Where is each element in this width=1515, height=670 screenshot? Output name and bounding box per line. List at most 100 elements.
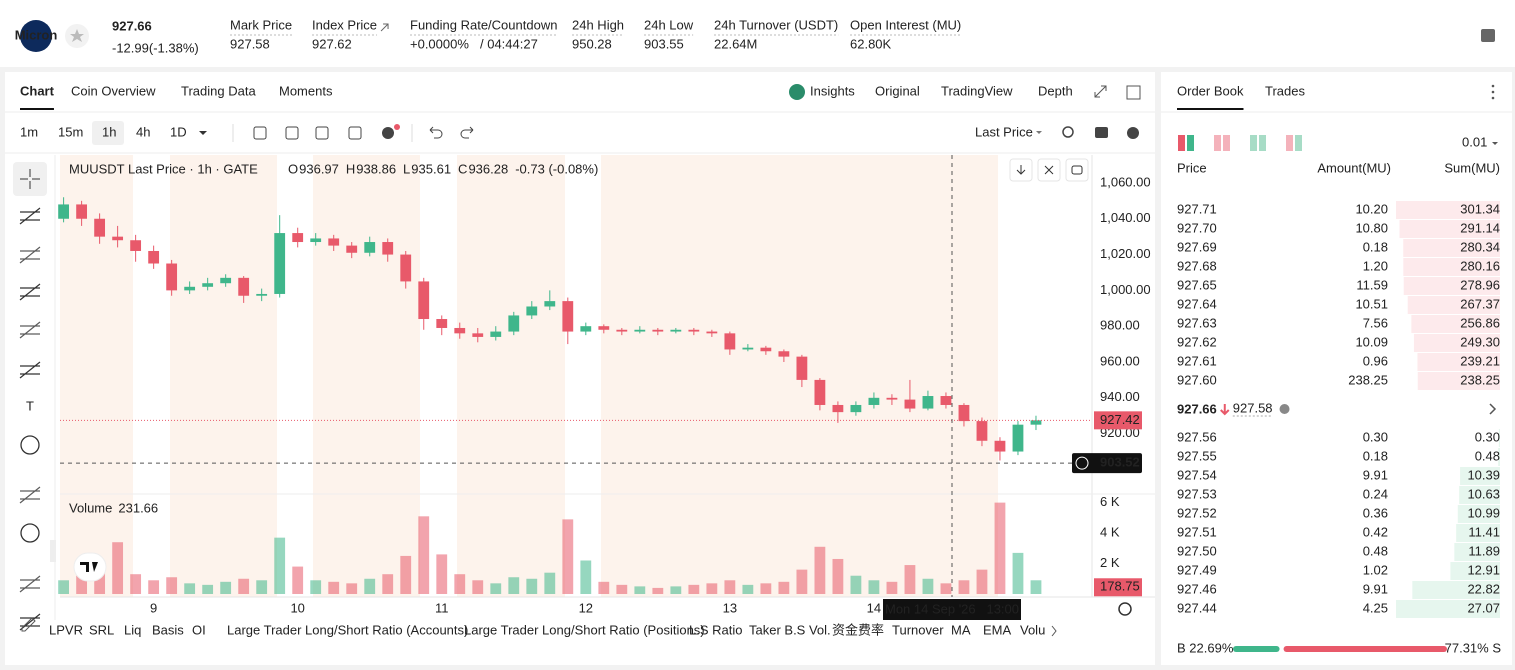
camera-icon[interactable] bbox=[1095, 127, 1108, 138]
candle-body bbox=[148, 250, 160, 264]
book-view-icon[interactable] bbox=[1178, 135, 1185, 151]
indicator-tab[interactable]: Large Trader Long/Short Ratio (Accounts) bbox=[227, 622, 468, 637]
book-price[interactable]: 927.52 bbox=[1177, 505, 1217, 520]
dropdown-arrow[interactable] bbox=[199, 131, 207, 135]
x-tick-label: 13 bbox=[723, 600, 737, 615]
volume-bar bbox=[940, 583, 952, 594]
price-type-select[interactable]: Last Price bbox=[975, 124, 1033, 139]
view-tab[interactable]: Insights bbox=[810, 83, 855, 98]
tool-icon[interactable] bbox=[19, 283, 41, 301]
view-tab[interactable]: TradingView bbox=[941, 83, 1013, 98]
chart-button[interactable] bbox=[1065, 158, 1089, 182]
book-price[interactable]: 927.56 bbox=[1177, 429, 1217, 444]
book-price[interactable]: 927.51 bbox=[1177, 524, 1217, 539]
book-price[interactable]: 927.55 bbox=[1177, 448, 1217, 463]
layout-icon[interactable] bbox=[1481, 29, 1495, 42]
indicator-tab[interactable]: Liq bbox=[124, 622, 141, 637]
interval-button[interactable]: 1m bbox=[20, 124, 38, 139]
book-price[interactable]: 927.62 bbox=[1177, 334, 1217, 349]
book-price[interactable]: 927.61 bbox=[1177, 353, 1217, 368]
book-view-icon[interactable] bbox=[1286, 135, 1293, 151]
interval-button[interactable]: 1h bbox=[102, 124, 116, 139]
book-price[interactable]: 927.50 bbox=[1177, 543, 1217, 558]
indicator-tab[interactable]: Large Trader Long/Short Ratio (Positions… bbox=[464, 622, 705, 637]
tool-icon[interactable] bbox=[19, 321, 41, 339]
chart-tab[interactable]: Moments bbox=[279, 83, 333, 98]
tool-icon[interactable] bbox=[19, 361, 41, 379]
pen-icon[interactable] bbox=[21, 617, 36, 632]
book-price[interactable]: 927.60 bbox=[1177, 372, 1217, 387]
indicator-tab[interactable]: L.S Ratio bbox=[689, 622, 742, 637]
book-price[interactable]: 927.53 bbox=[1177, 486, 1217, 501]
redo-icon[interactable] bbox=[460, 126, 474, 139]
candle-body bbox=[76, 204, 88, 219]
tool-icon[interactable] bbox=[19, 486, 41, 504]
toolbar-icon[interactable] bbox=[348, 126, 362, 140]
book-view-icon[interactable] bbox=[1250, 135, 1257, 151]
indicator-tab[interactable]: OI bbox=[192, 622, 206, 637]
fullscreen-icon[interactable] bbox=[1094, 85, 1107, 98]
book-price[interactable]: 927.68 bbox=[1177, 258, 1217, 273]
depth-bar bbox=[1407, 296, 1500, 314]
toolbar-icon[interactable] bbox=[315, 126, 329, 140]
book-view-icon[interactable] bbox=[1214, 135, 1221, 151]
chevron[interactable] bbox=[1489, 403, 1497, 415]
book-price[interactable]: 927.70 bbox=[1177, 220, 1217, 235]
indicator-tab[interactable]: EMA bbox=[983, 622, 1012, 637]
precision-select[interactable]: 0.01 bbox=[1462, 134, 1487, 149]
volume-bar bbox=[814, 546, 826, 594]
book-price[interactable]: 927.65 bbox=[1177, 277, 1217, 292]
indicator-tab[interactable]: Basis bbox=[152, 622, 184, 637]
time-settings[interactable] bbox=[1118, 602, 1132, 616]
scroll-right[interactable] bbox=[1051, 625, 1057, 637]
view-tab[interactable]: Depth bbox=[1038, 83, 1073, 98]
indicator-tab[interactable]: Volu bbox=[1020, 622, 1045, 637]
settings-icon[interactable] bbox=[1127, 127, 1139, 139]
indicator-add-icon[interactable] bbox=[382, 127, 394, 139]
tool-icon[interactable] bbox=[20, 435, 40, 455]
candle-body bbox=[994, 440, 1006, 452]
book-price[interactable]: 927.49 bbox=[1177, 562, 1217, 577]
book-sum: 249.30 bbox=[1460, 334, 1500, 349]
book-amount: 1.02 bbox=[1363, 562, 1388, 577]
tool-icon[interactable] bbox=[19, 575, 41, 593]
collapse-tab[interactable] bbox=[50, 540, 56, 562]
undo-icon[interactable] bbox=[429, 126, 443, 139]
indicator-tab[interactable]: LPVR bbox=[49, 622, 83, 637]
indicator-tab[interactable]: MA bbox=[951, 622, 971, 637]
tool-icon[interactable] bbox=[20, 523, 40, 543]
dropdown-arrow bbox=[1036, 131, 1042, 134]
tool-icon[interactable] bbox=[19, 207, 41, 225]
chart-tab[interactable]: Chart bbox=[20, 83, 55, 98]
search-icon[interactable] bbox=[1062, 126, 1074, 138]
book-price[interactable]: 927.44 bbox=[1177, 600, 1217, 615]
indicator-tab[interactable]: Turnover bbox=[892, 622, 944, 637]
window-icon[interactable] bbox=[1126, 85, 1141, 100]
interval-button[interactable]: 4h bbox=[136, 124, 150, 139]
interval-button[interactable]: 1D bbox=[170, 124, 187, 139]
book-price[interactable]: 927.63 bbox=[1177, 315, 1217, 330]
chart-tab[interactable]: Coin Overview bbox=[71, 83, 156, 98]
book-price[interactable]: 927.71 bbox=[1177, 201, 1217, 216]
order-book-tab[interactable]: Trades bbox=[1265, 83, 1305, 98]
interval-button[interactable]: 15m bbox=[58, 124, 83, 139]
order-book-tab[interactable]: Order Book bbox=[1177, 83, 1244, 98]
book-price[interactable]: 927.69 bbox=[1177, 239, 1217, 254]
tool-icon[interactable] bbox=[19, 246, 41, 264]
view-tab[interactable]: Original bbox=[875, 83, 920, 98]
depth-bar bbox=[1403, 258, 1500, 276]
indicator-tab[interactable]: SRL bbox=[89, 622, 114, 637]
crosshair-tool[interactable] bbox=[20, 169, 40, 189]
toolbar-icon[interactable] bbox=[253, 126, 267, 140]
text-tool[interactable]: T bbox=[26, 398, 34, 413]
book-price[interactable]: 927.46 bbox=[1177, 581, 1217, 596]
book-price[interactable]: 927.64 bbox=[1177, 296, 1217, 311]
toolbar-icon[interactable] bbox=[285, 126, 299, 140]
depth-bar bbox=[1417, 372, 1500, 390]
indicator-tab[interactable]: Taker B.S Vol. bbox=[749, 622, 831, 637]
book-price[interactable]: 927.54 bbox=[1177, 467, 1217, 482]
indicator-tab[interactable]: 资金费率 bbox=[832, 622, 884, 637]
book-amount: 10.80 bbox=[1355, 220, 1388, 235]
session-band bbox=[313, 155, 420, 597]
chart-tab[interactable]: Trading Data bbox=[181, 83, 256, 98]
